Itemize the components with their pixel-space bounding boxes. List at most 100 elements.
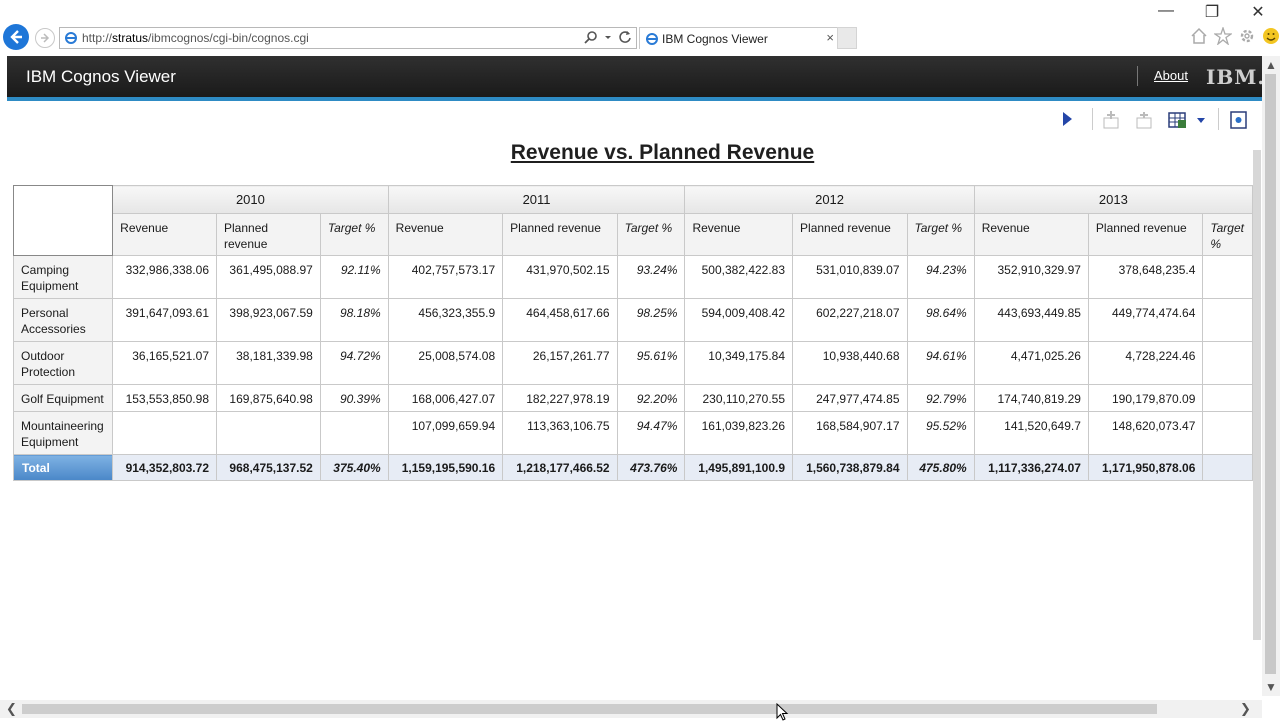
- target-cell[interactable]: 94.23%: [906, 255, 975, 299]
- url-text[interactable]: http://stratus/ibmcognos/cgi-bin/cognos.…: [82, 31, 309, 45]
- value-cell[interactable]: 148,620,073.47: [1087, 411, 1204, 455]
- value-cell[interactable]: 169,875,640.98: [216, 384, 321, 412]
- run-icon[interactable]: [1060, 110, 1074, 128]
- restore-button[interactable]: ❐: [1204, 4, 1220, 21]
- target-cell[interactable]: 92.20%: [616, 384, 686, 412]
- scroll-up-icon[interactable]: ▲: [1265, 58, 1277, 72]
- target-cell[interactable]: 94.61%: [906, 341, 975, 385]
- row-header[interactable]: Personal Accessories: [13, 298, 114, 342]
- report-vertical-scrollbar[interactable]: [1253, 150, 1261, 640]
- value-cell[interactable]: 378,648,235.4: [1087, 255, 1204, 299]
- value-cell[interactable]: 153,553,850.98: [112, 384, 217, 412]
- address-bar[interactable]: http://stratus/ibmcognos/cgi-bin/cognos.…: [59, 27, 637, 49]
- row-header[interactable]: Golf Equipment: [13, 384, 114, 412]
- value-cell[interactable]: 361,495,088.97: [216, 255, 321, 299]
- value-cell[interactable]: 352,910,329.97: [973, 255, 1089, 299]
- vertical-scrollbar[interactable]: ▲ ▼: [1262, 56, 1280, 696]
- scroll-down-icon[interactable]: ▼: [1265, 680, 1277, 694]
- value-cell[interactable]: 141,520,649.7: [973, 411, 1089, 455]
- smiley-icon[interactable]: [1262, 27, 1280, 45]
- refresh-icon[interactable]: [618, 30, 632, 44]
- target-cell[interactable]: 92.11%: [319, 255, 389, 299]
- value-cell[interactable]: 332,986,338.06: [112, 255, 217, 299]
- value-cell[interactable]: 107,099,659.94: [387, 411, 504, 455]
- value-cell[interactable]: 10,349,175.84: [684, 341, 794, 385]
- value-cell[interactable]: 531,010,839.07: [792, 255, 908, 299]
- target-cell[interactable]: 98.18%: [319, 298, 389, 342]
- horizontal-scrollbar[interactable]: ❮ ❯: [0, 700, 1262, 718]
- gear-icon[interactable]: [1238, 27, 1256, 45]
- row-header[interactable]: Camping Equipment: [13, 255, 114, 299]
- vertical-scroll-thumb[interactable]: [1265, 74, 1276, 674]
- dropdown-caret-icon[interactable]: [604, 30, 612, 44]
- value-cell[interactable]: 914,352,803.72: [112, 454, 217, 481]
- value-cell[interactable]: 431,970,502.15: [502, 255, 618, 299]
- target-cell[interactable]: 473.76%: [616, 454, 686, 481]
- view-format-icon[interactable]: [1230, 110, 1248, 130]
- home-icon[interactable]: [1190, 27, 1208, 45]
- scroll-left-icon[interactable]: ❮: [6, 701, 17, 716]
- target-cell[interactable]: 375.40%: [319, 454, 389, 481]
- value-cell[interactable]: 4,471,025.26: [973, 341, 1089, 385]
- horizontal-scroll-thumb[interactable]: [22, 704, 1157, 714]
- value-cell[interactable]: 500,382,422.83: [684, 255, 794, 299]
- value-cell[interactable]: 1,117,336,274.07: [973, 454, 1089, 481]
- total-label[interactable]: Total: [13, 454, 114, 481]
- target-cell[interactable]: 98.64%: [906, 298, 975, 342]
- value-cell[interactable]: 594,009,408.42: [684, 298, 794, 342]
- value-cell[interactable]: 456,323,355.9: [387, 298, 504, 342]
- target-cell[interactable]: 98.25%: [616, 298, 686, 342]
- close-window-button[interactable]: ✕: [1251, 4, 1265, 21]
- target-cell[interactable]: 93.24%: [616, 255, 686, 299]
- value-cell[interactable]: 1,218,177,466.52: [502, 454, 618, 481]
- new-tab-button[interactable]: [837, 27, 857, 49]
- back-button[interactable]: [3, 24, 29, 50]
- value-cell[interactable]: 1,560,738,879.84: [792, 454, 908, 481]
- browser-tab[interactable]: IBM Cognos Viewer ×: [639, 27, 839, 49]
- forward-button[interactable]: [35, 28, 55, 48]
- drill-down-icon[interactable]: [1102, 110, 1122, 130]
- dropdown-caret-icon[interactable]: [1196, 117, 1206, 125]
- row-header[interactable]: Outdoor Protection: [13, 341, 114, 385]
- value-cell[interactable]: 4,728,224.46: [1087, 341, 1204, 385]
- value-cell[interactable]: [216, 411, 321, 455]
- target-cell[interactable]: 94.47%: [616, 411, 686, 455]
- target-cell[interactable]: 90.39%: [319, 384, 389, 412]
- value-cell[interactable]: 25,008,574.08: [387, 341, 504, 385]
- value-cell[interactable]: 602,227,218.07: [792, 298, 908, 342]
- value-cell[interactable]: 1,171,950,878.06: [1087, 454, 1204, 481]
- value-cell[interactable]: 968,475,137.52: [216, 454, 321, 481]
- value-cell[interactable]: 26,157,261.77: [502, 341, 618, 385]
- star-icon[interactable]: [1214, 27, 1232, 45]
- value-cell[interactable]: 230,110,270.55: [684, 384, 794, 412]
- value-cell[interactable]: 443,693,449.85: [973, 298, 1089, 342]
- drill-up-icon[interactable]: [1135, 110, 1155, 130]
- related-links-icon[interactable]: [1168, 110, 1188, 130]
- value-cell[interactable]: 190,179,870.09: [1087, 384, 1204, 412]
- value-cell[interactable]: 1,159,195,590.16: [387, 454, 504, 481]
- value-cell[interactable]: 402,757,573.17: [387, 255, 504, 299]
- target-cell[interactable]: 475.80%: [906, 454, 975, 481]
- tab-close-icon[interactable]: ×: [826, 30, 834, 45]
- value-cell[interactable]: 38,181,339.98: [216, 341, 321, 385]
- value-cell[interactable]: 168,584,907.17: [792, 411, 908, 455]
- value-cell[interactable]: 398,923,067.59: [216, 298, 321, 342]
- minimize-button[interactable]: —: [1158, 2, 1174, 19]
- target-cell[interactable]: 95.61%: [616, 341, 686, 385]
- value-cell[interactable]: 1,495,891,100.9: [684, 454, 794, 481]
- value-cell[interactable]: 247,977,474.85: [792, 384, 908, 412]
- value-cell[interactable]: 113,363,106.75: [502, 411, 618, 455]
- target-cell[interactable]: [319, 411, 389, 455]
- row-header[interactable]: Mountaineering Equipment: [13, 411, 114, 455]
- value-cell[interactable]: 391,647,093.61: [112, 298, 217, 342]
- value-cell[interactable]: 449,774,474.64: [1087, 298, 1204, 342]
- value-cell[interactable]: 464,458,617.66: [502, 298, 618, 342]
- search-icon[interactable]: [584, 30, 598, 44]
- value-cell[interactable]: 36,165,521.07: [112, 341, 217, 385]
- about-link[interactable]: About: [1154, 68, 1188, 83]
- value-cell[interactable]: 182,227,978.19: [502, 384, 618, 412]
- target-cell[interactable]: 95.52%: [906, 411, 975, 455]
- value-cell[interactable]: [112, 411, 217, 455]
- target-cell[interactable]: 92.79%: [906, 384, 975, 412]
- value-cell[interactable]: 168,006,427.07: [387, 384, 504, 412]
